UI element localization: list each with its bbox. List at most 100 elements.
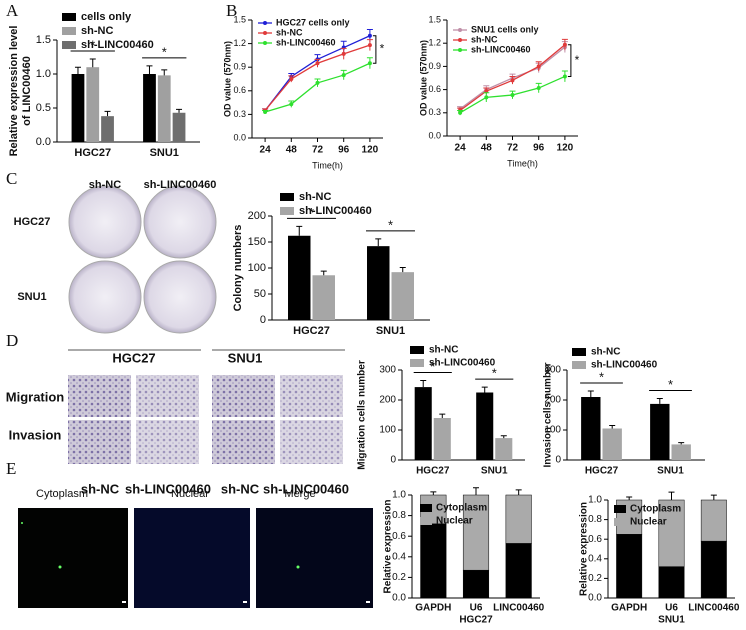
bar: [391, 272, 414, 320]
y-tick-label: 0.0: [428, 130, 441, 140]
annotation: *: [430, 359, 435, 374]
line: [264, 62, 371, 113]
marker: [289, 102, 294, 107]
marker: [484, 89, 489, 94]
column-label: Cytoplasm: [36, 488, 88, 500]
x-tick-label: SNU1: [376, 325, 405, 337]
x-tick-label: U6: [470, 603, 483, 614]
marker: [484, 95, 489, 100]
y-tick-label: 0.6: [392, 531, 406, 542]
y-tick-label: 0.5: [36, 102, 51, 114]
micrograph: [18, 508, 128, 608]
y-tick-label: 0: [260, 314, 266, 326]
error-bar: [176, 108, 183, 113]
error-bar: [515, 489, 522, 495]
micrograph: [68, 375, 131, 417]
y-tick-label: 0: [390, 455, 396, 466]
bar: [602, 428, 622, 460]
x-tick-label: 120: [362, 145, 379, 156]
legend-label: sh-LINC00460: [471, 44, 531, 54]
y-tick-label: 0.4: [392, 551, 406, 562]
legend-marker: [263, 31, 267, 35]
legend-marker: [458, 38, 462, 42]
x-tick-label: SNU1: [150, 147, 179, 159]
significance-bracket: [372, 35, 377, 64]
legend-swatch: [280, 193, 294, 201]
y-tick-label: 150: [248, 236, 266, 248]
marker: [562, 42, 567, 47]
marker: [367, 33, 372, 38]
x-axis-label: HGC27: [459, 615, 493, 626]
error-bar: [104, 110, 111, 117]
marker: [289, 77, 294, 81]
legend-swatch: [614, 518, 626, 526]
y-tick-label: 100: [544, 425, 561, 436]
y-tick-label: 0.9: [233, 62, 246, 72]
legend-label: Cytoplasm: [436, 503, 487, 514]
marker: [536, 64, 541, 69]
legend-label: sh-NC: [276, 27, 303, 37]
signal: [58, 565, 62, 569]
bar-segment: [462, 569, 490, 599]
column-label: Merge: [284, 488, 315, 500]
x-tick-label: SNU1: [481, 466, 508, 477]
bar: [143, 74, 156, 142]
x-tick-label: GAPDH: [611, 603, 647, 614]
annotation: *: [380, 42, 385, 56]
x-tick-label: 48: [481, 143, 493, 154]
legend-marker: [263, 21, 267, 25]
error-bar: [668, 491, 675, 500]
y-tick-label: 0.8: [392, 510, 406, 521]
error-bar: [320, 270, 327, 276]
error-bar: [656, 398, 663, 404]
y-tick-label: 0.0: [36, 136, 51, 148]
plate: [143, 185, 217, 259]
bar: [157, 75, 171, 142]
y-tick-label: 200: [379, 395, 396, 406]
bar: [86, 67, 100, 142]
legend-swatch: [62, 41, 76, 49]
y-tick-label: 300: [379, 365, 396, 376]
annotation: *: [668, 377, 673, 392]
x-tick-label: 120: [557, 143, 574, 154]
legend-label: Nuclear: [630, 517, 667, 528]
marker: [315, 80, 320, 85]
bar: [433, 418, 451, 460]
y-tick-label: 200: [544, 395, 561, 406]
marker: [536, 86, 541, 91]
x-tick-label: SNU1: [657, 466, 684, 477]
y-axis-label: OD value (570nm): [418, 40, 428, 116]
x-axis-label: Time(h): [312, 160, 343, 170]
y-tick-label: 1.0: [588, 495, 602, 506]
y-tick-label: 0.6: [428, 84, 441, 94]
legend-swatch: [280, 207, 294, 215]
marker: [367, 61, 372, 66]
y-tick-label: 1.0: [392, 490, 406, 501]
panel-label: E: [6, 459, 16, 478]
error-bar: [626, 496, 633, 500]
error-bar: [500, 435, 507, 439]
y-tick-label: 0.3: [233, 109, 246, 119]
marker: [562, 74, 567, 79]
fish-images: Cytoplasm Nuclear Merge: [18, 488, 373, 608]
column-label: sh-NC: [89, 179, 121, 191]
x-axis-label: Time(h): [507, 158, 538, 168]
x-tick-label: U6: [665, 603, 678, 614]
error-bar: [678, 442, 685, 445]
annotation: *: [492, 366, 497, 381]
error-bar: [481, 386, 488, 393]
y-tick-label: 50: [254, 288, 266, 300]
legend-label: sh-NC: [81, 25, 113, 37]
error-bar: [161, 69, 168, 76]
panel-label: A: [6, 1, 19, 20]
legend-swatch: [572, 361, 586, 369]
legend-swatch: [62, 13, 76, 21]
annotation: *: [599, 369, 604, 384]
bar: [650, 403, 670, 460]
signal: [296, 565, 300, 569]
panel-label: D: [6, 331, 18, 350]
legend-label: sh-NC: [429, 345, 458, 356]
bar-segment: [420, 523, 447, 599]
legend-label: SNU1 cells only: [471, 24, 539, 34]
column-label: sh-LINC00460: [125, 481, 211, 496]
